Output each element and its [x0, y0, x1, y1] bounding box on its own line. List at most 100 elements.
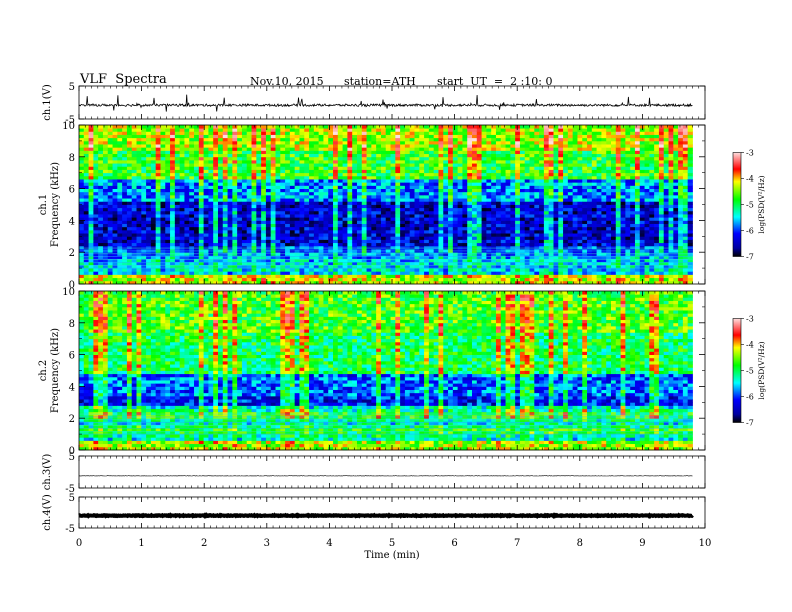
spectrogram-cell: [141, 128, 147, 132]
spectrogram-cell: [285, 239, 291, 244]
spectrogram-cell: [203, 239, 209, 244]
spectrogram-cell: [390, 255, 396, 259]
spectrogram-cell: [548, 147, 554, 151]
spectrogram-cell: [433, 233, 439, 237]
spectrogram-cell: [519, 217, 526, 221]
spectrogram-cell: [409, 274, 415, 279]
spectrogram-cell: [428, 150, 435, 155]
spectrogram-cell: [189, 242, 195, 247]
spectrogram-cell: [174, 150, 181, 155]
spectrogram-cell: [304, 204, 310, 209]
spectrogram-cell: [472, 214, 478, 218]
spectrogram-cell: [170, 255, 176, 259]
spectrogram-cell: [150, 150, 157, 155]
spectrogram-cell: [452, 144, 459, 148]
spectrogram-cell: [198, 255, 205, 259]
spectrogram-cell: [275, 226, 281, 231]
spectrogram-cell: [256, 182, 262, 186]
spectrogram-cell: [309, 277, 315, 282]
spectrogram-cell: [146, 236, 152, 240]
spectrogram-cell: [150, 128, 157, 132]
spectrogram-cell: [529, 239, 535, 244]
spectrogram-cell: [184, 258, 190, 263]
spectrogram-cell: [352, 236, 358, 240]
spectrogram-cell: [342, 226, 348, 231]
spectrogram-cell: [452, 131, 459, 135]
spectrogram-cell: [136, 264, 142, 269]
spectrogram-cell: [428, 245, 435, 250]
spectrogram-cell: [409, 140, 415, 145]
spectrogram-cell: [352, 131, 358, 135]
spectrogram-cell: [539, 220, 545, 224]
spectrogram-cell: [486, 236, 492, 240]
spectrogram-cell: [495, 236, 502, 240]
spectrogram-cell: [146, 242, 152, 247]
spectrogram-cell: [519, 271, 526, 275]
spectrogram-cell: [275, 147, 281, 151]
spectrogram-cell: [280, 280, 286, 285]
spectrogram-cell: [98, 198, 104, 202]
spectrogram-cell: [371, 131, 377, 135]
spectrogram-cell: [289, 233, 296, 237]
spectrogram-cell: [323, 201, 329, 205]
spectrogram-cell: [174, 191, 181, 196]
spectrogram-cell: [208, 194, 214, 199]
spectrogram-cell: [131, 217, 137, 221]
spectrogram-cell: [519, 182, 526, 186]
spectrogram-cell: [275, 201, 281, 205]
spectrogram-cell: [486, 144, 492, 148]
spectrogram-cell: [155, 198, 161, 202]
spectrogram-cell: [510, 179, 516, 183]
spectrogram-cell: [304, 242, 310, 247]
spectrogram-cell: [380, 137, 387, 142]
spectrogram-cell: [409, 182, 415, 186]
spectrogram-cell: [376, 179, 382, 183]
spectrogram-cell: [88, 207, 94, 212]
spectrogram-cell: [126, 233, 133, 237]
spectrogram-cell: [390, 198, 396, 202]
spectrogram-cell: [227, 258, 233, 263]
spectrogram-cell: [174, 169, 181, 174]
spectrogram-cell: [500, 191, 506, 196]
spectrogram-cell: [409, 175, 415, 180]
spectrogram-cell: [539, 226, 545, 231]
spectrogram-cell: [141, 239, 147, 244]
spectrogram-cell: [217, 194, 224, 199]
spectrogram-cell: [88, 258, 94, 263]
spectrogram-cell: [438, 239, 444, 244]
spectrogram-cell: [495, 274, 502, 279]
spectrogram-cell: [165, 137, 171, 142]
spectrogram-cell: [505, 172, 511, 177]
spectrogram-cell: [510, 159, 516, 164]
spectrogram-cell: [414, 217, 420, 221]
spectrogram-cell: [79, 239, 85, 244]
spectrogram-cell: [232, 140, 238, 145]
spectrogram-cell: [146, 280, 152, 285]
spectrogram-cell: [433, 261, 439, 266]
spectrogram-cell: [534, 201, 540, 205]
spectrogram-cell: [294, 220, 300, 224]
spectrogram-cell: [543, 125, 550, 129]
spectrogram-cell: [486, 172, 492, 177]
spectrogram-cell: [390, 185, 396, 189]
spectrogram-cell: [481, 264, 487, 269]
spectrogram-cell: [371, 194, 377, 199]
spectrogram-cell: [390, 258, 396, 263]
spectrogram-cell: [467, 214, 473, 218]
spectrogram-cell: [318, 264, 324, 269]
spectrogram-cell: [495, 131, 502, 135]
spectrogram-cell: [448, 144, 454, 148]
spectrogram-cell: [400, 185, 406, 189]
spectrogram-cell: [155, 280, 161, 285]
spectrogram-cell: [194, 172, 200, 177]
spectrogram-cell: [251, 210, 257, 215]
spectrogram-cell: [256, 210, 262, 215]
spectrogram-cell: [328, 147, 334, 151]
spectrogram-cell: [462, 159, 468, 164]
spectrogram-cell: [491, 214, 497, 218]
spectrogram-cell: [472, 131, 478, 135]
spectrogram-cell: [304, 163, 310, 167]
spectrogram-cell: [251, 191, 257, 196]
spectrogram-cell: [88, 166, 94, 170]
spectrogram-cell: [265, 137, 272, 142]
